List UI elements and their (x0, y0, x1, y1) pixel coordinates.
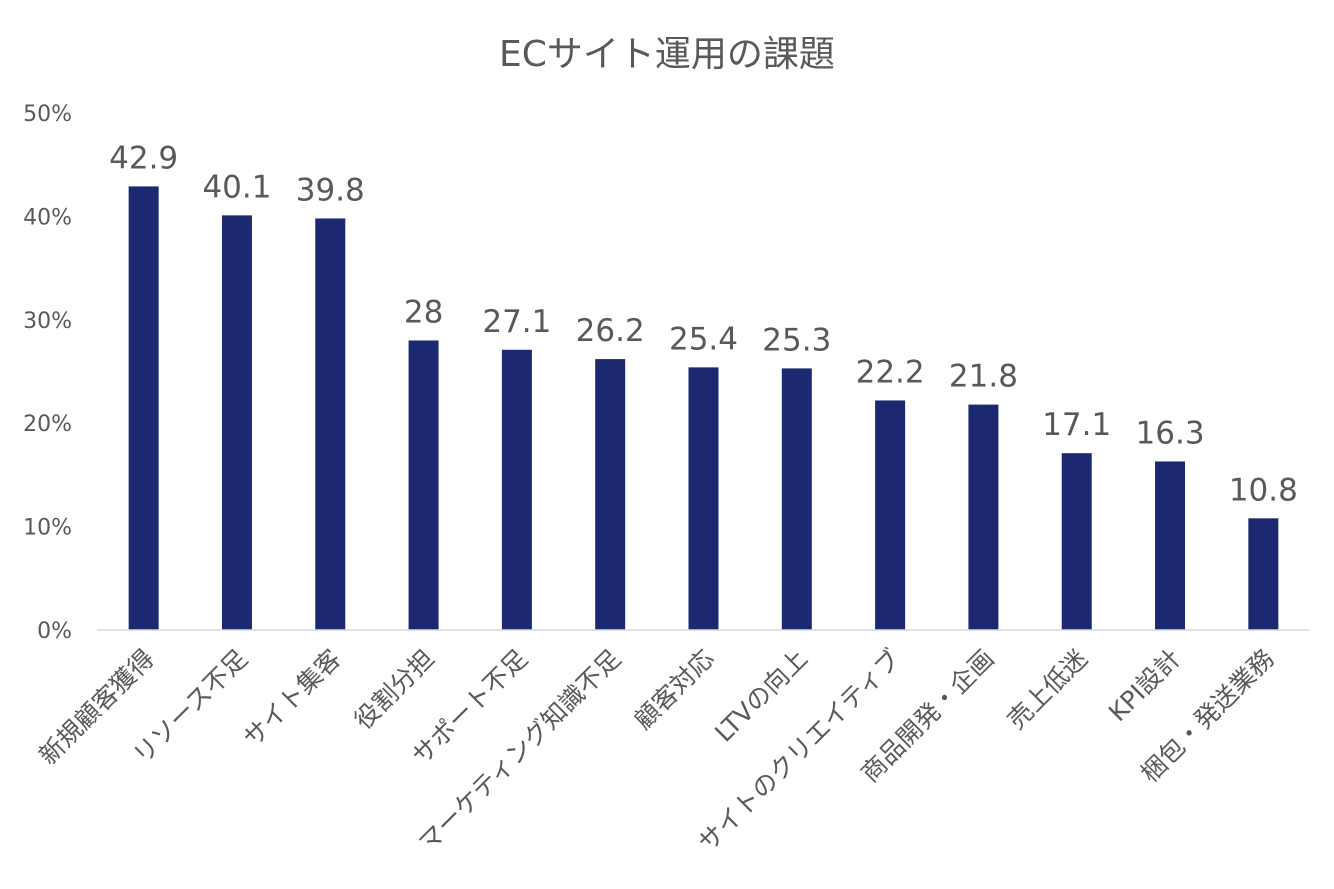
y-axis: 0% 10% 20% 30% 40% 50% (23, 102, 72, 644)
bar (501, 349, 532, 630)
bar (595, 359, 626, 630)
category-label: KPI設計 (1103, 644, 1186, 727)
bar (688, 367, 719, 630)
data-label: 25.3 (762, 322, 831, 358)
data-label: 25.4 (669, 321, 738, 357)
bar-series (128, 186, 1279, 630)
data-label: 27.1 (482, 304, 551, 340)
data-label: 16.3 (1136, 415, 1205, 451)
chart-title: ECサイト運用の課題 (499, 34, 835, 75)
y-tick-label: 20% (23, 412, 72, 437)
category-label: 売上低迷 (1002, 644, 1093, 735)
bar (1061, 453, 1092, 630)
data-label: 39.8 (296, 172, 365, 208)
data-label: 22.2 (856, 354, 925, 390)
data-label: 42.9 (109, 140, 178, 176)
bar (781, 368, 812, 630)
bar (221, 215, 252, 630)
data-label: 26.2 (576, 313, 645, 349)
y-tick-label: 30% (23, 309, 72, 334)
bar (128, 186, 159, 630)
bar (315, 218, 346, 630)
category-label: 役割分担 (349, 644, 440, 735)
data-label: 28 (404, 294, 443, 330)
data-label: 10.8 (1229, 472, 1298, 508)
y-tick-label: 10% (23, 516, 72, 541)
bar (408, 340, 439, 630)
data-label: 21.8 (949, 359, 1018, 395)
bar (1155, 461, 1186, 630)
y-tick-label: 50% (23, 102, 72, 127)
category-label: サイト集客 (238, 644, 347, 753)
bar (1248, 518, 1279, 630)
y-tick-label: 0% (37, 619, 72, 644)
data-label: 17.1 (1042, 407, 1111, 443)
category-label: 顧客対応 (629, 644, 720, 735)
bar (875, 400, 906, 630)
bar (968, 404, 999, 630)
data-labels: 42.9 40.1 39.8 28 27.1 26.2 25.4 25.3 22.2 21.8 17… (109, 140, 1298, 508)
data-label: 40.1 (202, 169, 271, 205)
y-tick-label: 40% (23, 205, 72, 230)
